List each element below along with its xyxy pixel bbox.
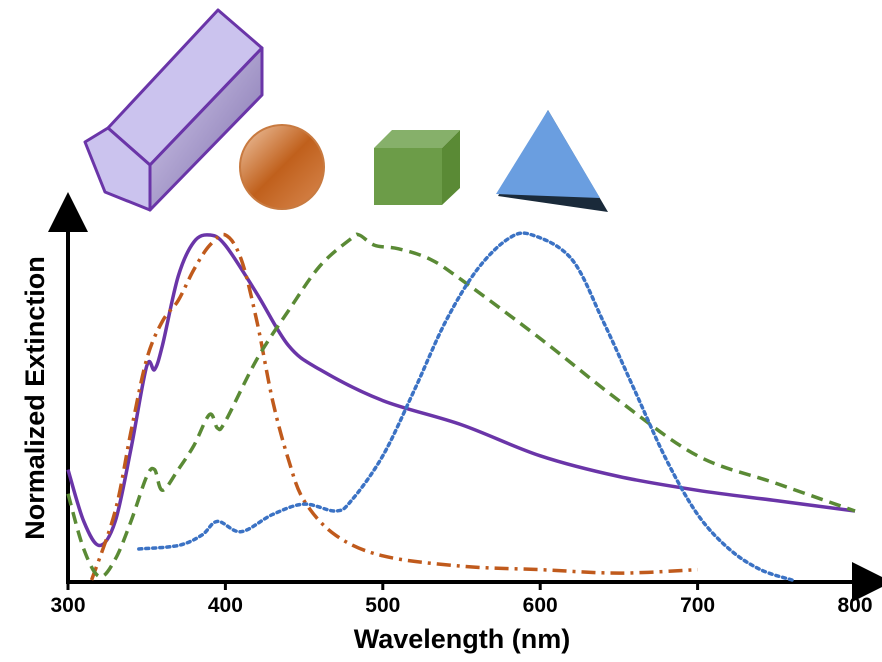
rod-icon	[85, 10, 262, 210]
series-line	[139, 233, 792, 580]
x-tick-label: 500	[365, 594, 400, 617]
x-tick-label: 300	[50, 594, 85, 617]
chart: Wavelength (nm) Normalized Extinction 30…	[0, 0, 882, 662]
cube-icon	[374, 130, 460, 205]
x-tick-label: 800	[837, 594, 872, 617]
x-tick-label: 400	[208, 594, 243, 617]
triangle-icon	[496, 110, 608, 212]
y-axis-label: Normalized Extinction	[20, 256, 50, 540]
x-tick-label: 600	[523, 594, 558, 617]
x-axis-label: Wavelength (nm)	[354, 624, 571, 654]
x-tick-label: 700	[680, 594, 715, 617]
series-line	[92, 235, 698, 580]
sphere-icon	[240, 125, 324, 209]
